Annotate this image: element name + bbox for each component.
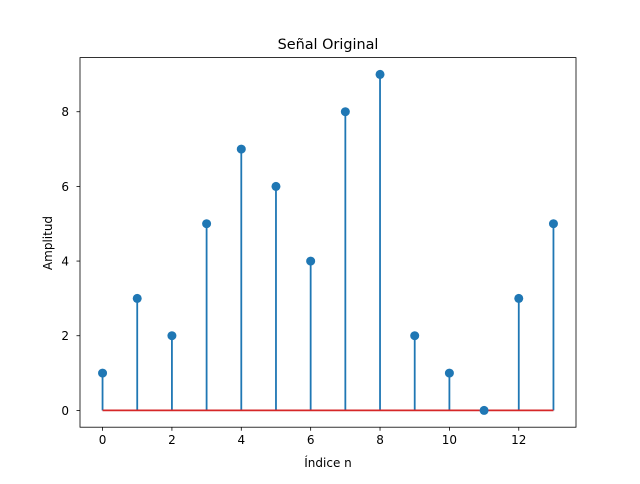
stem-marker	[375, 69, 385, 79]
stem-marker	[167, 331, 177, 341]
x-tick-label: 4	[237, 433, 245, 447]
x-axis-label: Índice n	[304, 455, 352, 470]
x-tick-label: 12	[511, 433, 526, 447]
y-tick-label: 6	[61, 180, 69, 194]
stem-marker	[132, 293, 142, 303]
y-tick-label: 2	[61, 329, 69, 343]
y-tick-label: 8	[61, 105, 69, 119]
axis-ticks: 0 2 4 6 8 10 12 0 2 4 6 8	[61, 105, 526, 447]
stem-marker	[444, 368, 454, 378]
stem-marker	[340, 107, 350, 117]
stem-marker	[236, 144, 246, 154]
x-tick-label: 8	[376, 433, 384, 447]
stem-marker	[202, 219, 212, 229]
x-tick-label: 0	[99, 433, 107, 447]
x-tick-label: 10	[442, 433, 457, 447]
y-tick-label: 4	[61, 255, 69, 269]
stem-markers	[98, 69, 558, 415]
stem-marker	[479, 405, 489, 415]
stem-marker	[271, 181, 281, 191]
stem-marker	[548, 219, 558, 229]
stem-marker	[306, 256, 316, 266]
stem-lines	[101, 74, 555, 411]
stem-marker	[98, 368, 108, 378]
x-tick-label: 2	[168, 433, 176, 447]
stem-marker	[514, 293, 524, 303]
x-tick-label: 6	[307, 433, 315, 447]
plot-frame	[79, 57, 577, 428]
stem-marker	[410, 331, 420, 341]
chart-title: Señal Original	[278, 37, 379, 53]
y-axis-label: Amplitud	[41, 216, 55, 270]
y-tick-label: 0	[61, 404, 69, 418]
